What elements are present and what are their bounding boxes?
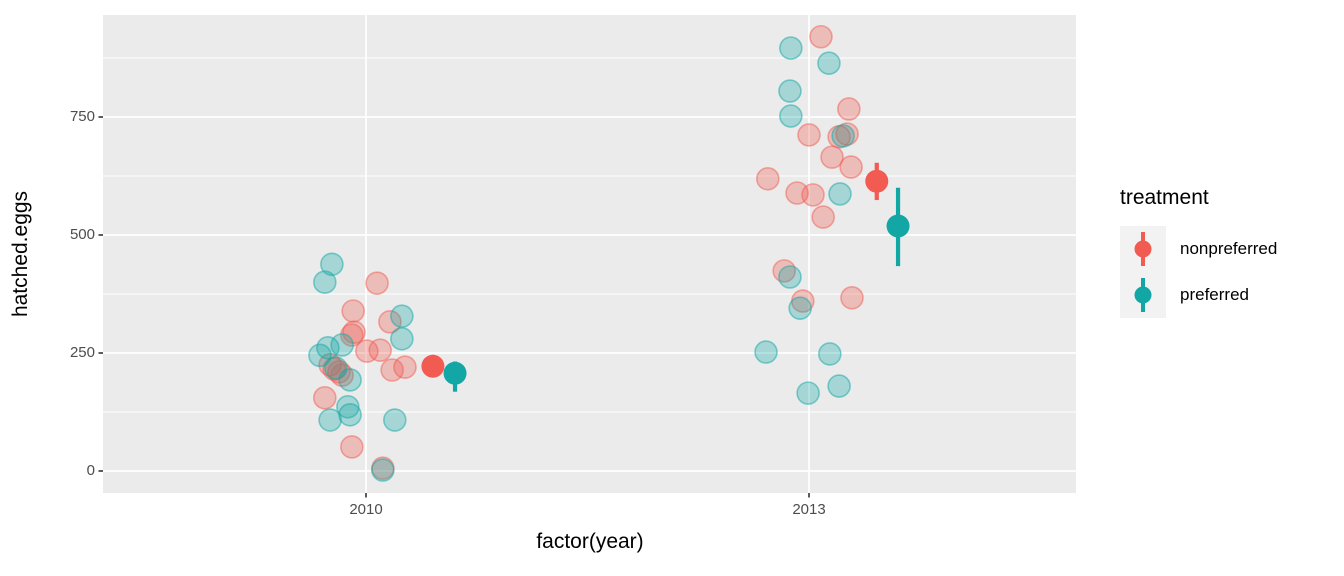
jitter-point-preferred [778, 79, 802, 103]
y-tick-label-500: 500 [69, 226, 95, 243]
jitter-point-nonpreferred [837, 97, 861, 121]
jitter-point-nonpreferred [355, 339, 379, 363]
jitter-point-nonpreferred [368, 338, 392, 362]
jitter-point-nonpreferred [839, 155, 863, 179]
legend-entry-nonpreferred: nonpreferred [1120, 226, 1330, 272]
jitter-point-nonpreferred [801, 183, 825, 207]
pointrange-glyph-nonpreferred-icon [1134, 232, 1152, 266]
jitter-point-nonpreferred [797, 123, 821, 147]
jitter-point-preferred [371, 458, 395, 482]
jitter-point-preferred [338, 368, 362, 392]
legend-entry-preferred: preferred [1120, 272, 1330, 318]
x-axis-title: factor(year) [536, 530, 644, 553]
jitter-point-nonpreferred [809, 24, 833, 49]
y-tick-label-250: 250 [69, 344, 95, 361]
x-tick-label-2010: 2010 [349, 501, 383, 518]
jitter-point-nonpreferred [378, 310, 402, 334]
jitter-point-preferred [330, 333, 354, 357]
jitter-point-preferred [779, 36, 803, 60]
y-axis-title: hatched.eggs [9, 190, 32, 318]
jitter-point-preferred [338, 403, 362, 427]
jitter-point-preferred [336, 395, 360, 419]
jitter-point-preferred [390, 327, 414, 351]
jitter-point-preferred [390, 304, 414, 328]
mean-point-nonpreferred [865, 169, 889, 193]
jitter-point-nonpreferred [365, 271, 389, 295]
jitter-point-nonpreferred [340, 435, 364, 459]
jitter-point-preferred [308, 343, 332, 368]
jitter-point-nonpreferred [393, 355, 417, 379]
jitter-point-nonpreferred [340, 323, 364, 347]
jitter-point-preferred [313, 270, 337, 295]
y-tick-label-0: 0 [86, 462, 95, 479]
jitter-point-preferred [754, 340, 778, 364]
jitter-point-nonpreferred [840, 285, 864, 310]
legend-key-nonpreferred [1120, 226, 1166, 272]
jitter-point-preferred [382, 408, 407, 432]
legend: treatment nonpreferred preferred [1120, 186, 1330, 318]
mean-point-preferred [443, 361, 467, 385]
plot-panel [103, 15, 1076, 493]
jitter-point-nonpreferred [341, 299, 365, 323]
jitter-point-nonpreferred [313, 386, 337, 410]
legend-label-nonpreferred: nonpreferred [1180, 239, 1278, 258]
y-tick-label-750: 750 [69, 108, 95, 125]
pointrange-glyph-preferred-icon [1134, 278, 1152, 312]
jitter-point-preferred [778, 265, 802, 289]
jitter-point-preferred [320, 252, 344, 277]
jitter-point-preferred [318, 408, 342, 432]
jitter-point-nonpreferred [756, 167, 780, 191]
jitter-point-preferred [831, 124, 855, 148]
jitter-point-nonpreferred [835, 122, 859, 146]
jitter-point-nonpreferred [811, 205, 835, 229]
x-tick-label-2013: 2013 [792, 501, 826, 518]
legend-label-preferred: preferred [1180, 285, 1249, 304]
jitter-point-preferred [818, 342, 842, 366]
jitter-point-preferred [817, 51, 841, 75]
mean-point-preferred [886, 214, 910, 238]
jitter-point-nonpreferred [820, 145, 844, 169]
jitter-point-preferred [796, 381, 820, 405]
jitter-point-preferred [779, 104, 803, 128]
legend-title: treatment [1120, 186, 1209, 209]
legend-key-preferred [1120, 272, 1166, 318]
jitter-point-preferred [788, 296, 812, 320]
mean-point-nonpreferred [421, 354, 445, 378]
jitter-point-preferred [828, 182, 852, 206]
jitter-point-preferred [827, 374, 851, 398]
